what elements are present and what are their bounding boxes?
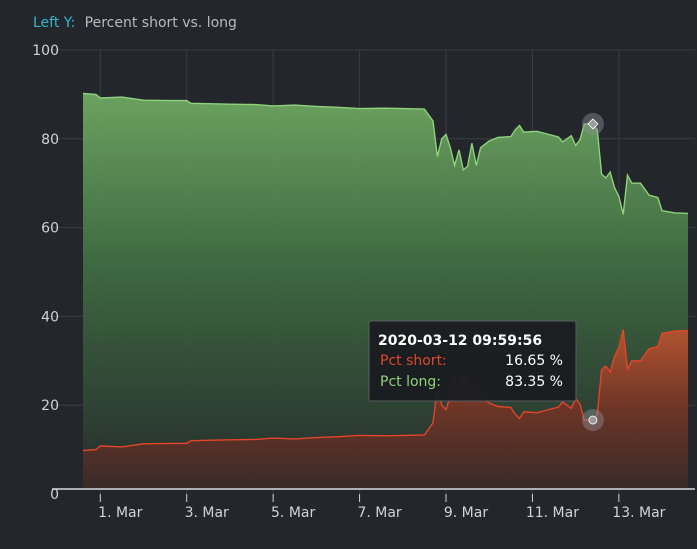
x-tick-label: 9. Mar — [444, 505, 488, 521]
y-tick-label: 40 — [41, 309, 59, 325]
x-tick-label: 3. Mar — [185, 505, 229, 521]
axis-title-text: Percent short vs. long — [85, 15, 237, 31]
x-tick-label: 1. Mar — [98, 505, 142, 521]
tooltip-box — [368, 320, 577, 402]
y-tick-label: 80 — [41, 132, 59, 148]
x-tick-label: 11. Mar — [526, 505, 579, 521]
tooltip-short-value: 16.65 % — [505, 353, 563, 369]
y-tick-label: 100 — [32, 43, 59, 59]
tooltip-long-label: Pct long: — [380, 374, 441, 390]
tooltip-timestamp: 2020-03-12 09:59:56 — [378, 333, 542, 349]
hover-marker-short — [588, 415, 598, 425]
y-tick-label: 0 — [50, 487, 59, 503]
axis-title: Left Y: Percent short vs. long — [33, 15, 237, 31]
line-pct-long — [82, 92, 689, 215]
y-tick-label: 60 — [41, 221, 59, 237]
axis-title-prefix: Left Y: — [33, 15, 75, 31]
x-tick-label: 5. Mar — [271, 505, 315, 521]
tooltip-long-value: 83.35 % — [505, 374, 563, 390]
tooltip: 2020-03-12 09:59:56 Pct short: 16.65 % P… — [368, 320, 577, 402]
tooltip-short-label: Pct short: — [380, 353, 447, 369]
x-tick-label: 13. Mar — [612, 505, 665, 521]
axes: 0 20 40 60 80 100 1. Mar 3. Mar 5. Mar 7. Mar 9. M… — [32, 43, 695, 521]
x-tick-label: 7. Mar — [357, 505, 401, 521]
hover-markers — [581, 112, 604, 432]
y-tick-label: 20 — [41, 398, 59, 414]
hover-marker-long — [587, 118, 599, 130]
area-pct-short — [83, 329, 688, 489]
